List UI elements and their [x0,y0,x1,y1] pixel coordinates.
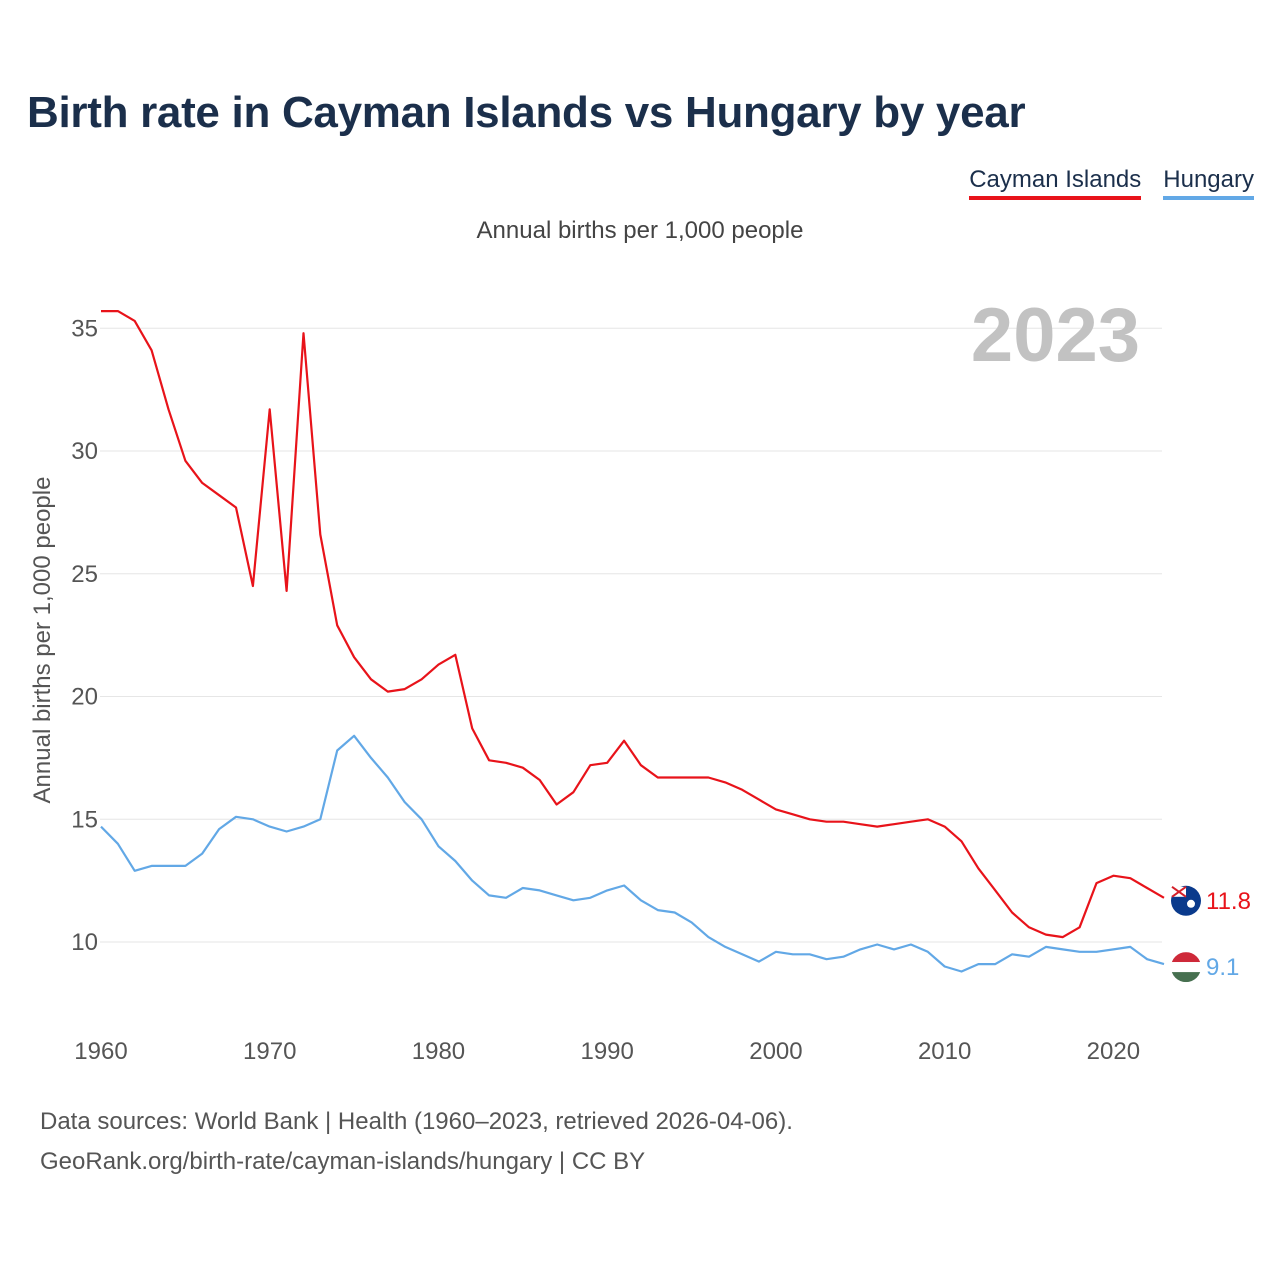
chart-subtitle: Annual births per 1,000 people [476,217,804,244]
y-tick-label: 15 [71,806,98,833]
hungary-end-value: 9.1 [1206,954,1239,981]
series-line-cayman-islands [101,310,1165,939]
legend-item-cayman-islands[interactable]: Cayman Islands [969,166,1142,200]
x-tick-label: 1970 [243,1038,296,1065]
x-tick-label: 2020 [1087,1038,1140,1065]
series-line-hungary [100,734,1165,973]
line-chart: 10 15 20 25 30 35 1960 1970 1980 1990 2000 2010 202… [29,293,1251,1065]
x-tick-label: 1960 [74,1038,127,1065]
x-tick-label: 1980 [412,1038,465,1065]
footer-link[interactable]: GeoRank.org/birth-rate/cayman-islands/hu… [40,1148,646,1175]
y-axis-label: Annual births per 1,000 people [29,477,56,804]
y-tick-label: 10 [71,929,98,956]
y-tick-label: 35 [71,315,98,342]
legend: Cayman Islands Hungary [969,166,1254,200]
y-tick-label: 20 [71,684,98,711]
x-tick-label: 1990 [580,1038,633,1065]
x-tick-label: 2010 [918,1038,971,1065]
grid-lines [100,327,1162,943]
series-lines [100,310,1165,973]
chart-title: Birth rate in Cayman Islands vs Hungary … [27,88,1026,137]
y-tick-label: 30 [71,438,98,465]
x-tick-label: 2000 [749,1038,802,1065]
cayman-islands-flag-icon [1171,885,1201,916]
year-label: 2023 [971,293,1140,378]
y-tick-label: 25 [71,561,98,588]
y-axis-ticks: 10 15 20 25 30 35 [71,315,98,956]
series-end-markers: 11.8 9.1 [1171,885,1251,983]
x-axis-ticks: 1960 1970 1980 1990 2000 2010 2020 [74,1038,1140,1065]
legend-item-hungary[interactable]: Hungary [1163,166,1254,200]
hungary-flag-icon [1171,952,1201,983]
cayman-islands-end-value: 11.8 [1206,888,1251,915]
footer-sources: Data sources: World Bank | Health (1960–… [40,1108,793,1135]
